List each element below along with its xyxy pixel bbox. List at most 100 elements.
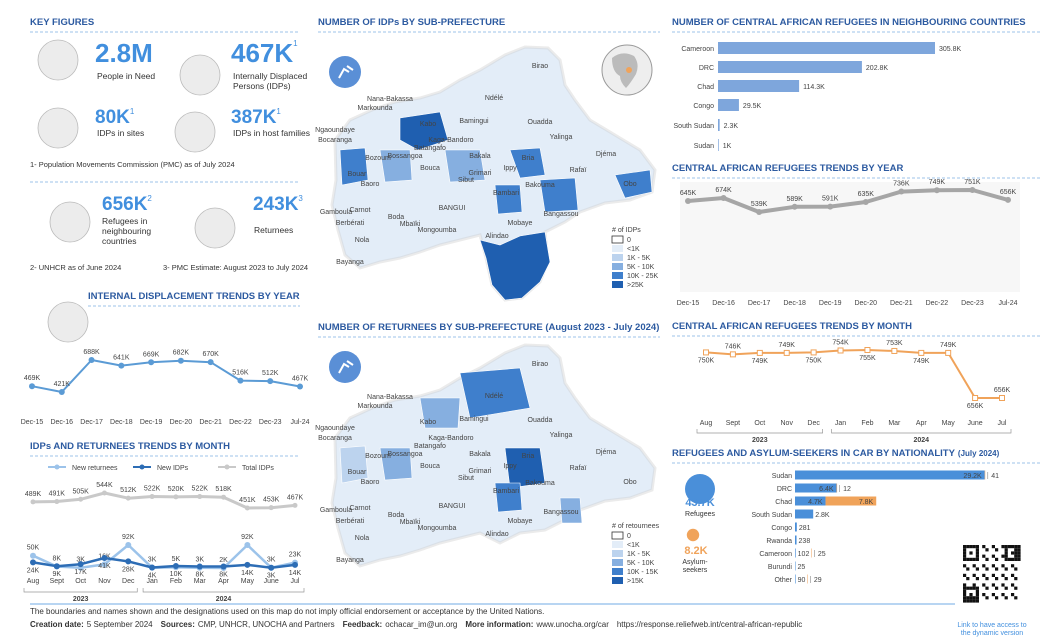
legend-swatch-dot: [139, 464, 145, 470]
data-label: 5K: [172, 556, 181, 563]
qr-cell: [1001, 573, 1005, 577]
data-label: 736K: [893, 181, 910, 188]
data-label: 750K: [698, 357, 715, 364]
series-line: [687, 188, 1009, 214]
qr-caption[interactable]: Link to have access to the dynamic versi…: [957, 622, 1027, 638]
bar-segment: [795, 509, 814, 519]
place-label: Mobaye: [508, 220, 533, 227]
x-tick-label: Apr: [916, 420, 928, 427]
qr-cell: [1011, 573, 1015, 577]
qr-cell: [966, 586, 970, 590]
qr-cell: [975, 596, 979, 600]
point: [101, 555, 108, 562]
legend-label: Total IDPs: [242, 465, 274, 472]
data-label: 520K: [168, 486, 185, 493]
qr-cell: [975, 557, 979, 561]
place-label: Rafaï: [570, 167, 587, 174]
legend-title: # of retournees: [612, 523, 660, 530]
point: [173, 494, 179, 500]
neighbours: [330, 45, 657, 302]
group-label: 2023: [752, 437, 768, 444]
footnote: 2- UNHCR as of June 2024: [30, 263, 122, 272]
point: [268, 505, 274, 511]
qr-cell: [1017, 545, 1021, 549]
place-label: Alindao: [485, 233, 508, 240]
point: [148, 359, 155, 366]
disclaimer: The boundaries and names shown and the d…: [30, 607, 545, 616]
total-value: 43.7K: [685, 497, 715, 509]
qr-cell: [966, 577, 970, 581]
total-value: 8.2K: [684, 545, 708, 557]
point: [827, 203, 834, 210]
place-label: Mongoumba: [418, 227, 457, 234]
legend-label: >25K: [627, 282, 644, 289]
legend-swatch: [612, 559, 623, 566]
point: [77, 561, 84, 568]
qr-cell: [1014, 596, 1018, 600]
link[interactable]: https://response.reliefweb.int/central-a…: [616, 620, 803, 629]
x-tick-label: Sept: [50, 578, 64, 585]
place-label: Bamingui: [459, 118, 489, 125]
place-label: Alindao: [485, 531, 508, 538]
qr-cell: [1017, 551, 1021, 555]
credits: Creation date: 5 September 2024 Sources: CM…: [30, 620, 802, 629]
place-label: Kabo: [420, 121, 436, 128]
legend-swatch: [612, 254, 623, 261]
data-label: 90: [798, 577, 806, 584]
x-tick-label: Jul-24: [290, 419, 309, 426]
subtitle: (July 2024): [957, 449, 1000, 458]
data-label: 749K: [940, 342, 957, 349]
x-tick-label: Aug: [700, 420, 713, 427]
qr-cell: [1014, 557, 1018, 561]
x-tick-label: Jan: [835, 420, 846, 427]
qr-cell: [991, 554, 995, 558]
footnote-ref: 1: [129, 107, 135, 116]
point: [149, 494, 155, 500]
place-label: Mbaïki: [400, 221, 421, 228]
qr-cell: [991, 573, 995, 577]
sub-prefecture: [339, 445, 369, 484]
point: [172, 562, 179, 569]
bar-segment: [795, 548, 796, 558]
x-tick-label: Feb: [170, 578, 182, 585]
data-label: 505K: [72, 488, 89, 495]
place-label: Ouadda: [528, 119, 553, 126]
series-line: [705, 349, 1002, 399]
key-figure-value: 80K1: [95, 107, 135, 128]
x-tick-label: Dec: [122, 578, 135, 585]
data-label: 467K: [287, 494, 304, 501]
legend-swatch: [612, 577, 623, 584]
x-tick-label: Sept: [726, 420, 740, 427]
data-label: 656K: [994, 387, 1011, 394]
bar: [718, 80, 800, 92]
place-label: Bangassou: [543, 509, 578, 516]
bar-segment: [825, 496, 877, 506]
icon: [47, 301, 89, 343]
place-label: Bakouma: [525, 480, 555, 487]
place-label: Mobaye: [508, 518, 533, 525]
point: [78, 496, 84, 502]
legend-swatch: [612, 281, 623, 288]
data-label: 453K: [263, 497, 280, 504]
data-label: 749K: [752, 358, 769, 365]
data-label: 92K: [241, 534, 254, 541]
data-label: 539K: [751, 201, 768, 208]
place-label: Markounda: [357, 105, 392, 112]
footnote-ref: 3: [298, 194, 303, 203]
bar-segment: [795, 496, 826, 506]
section-heading: NUMBER OF CENTRAL AFRICAN REFUGEES IN NE…: [672, 17, 1026, 28]
qr-cell: [1001, 583, 1005, 587]
data-label: 751K: [964, 179, 981, 186]
bar-segment: [795, 483, 837, 493]
legend-swatch: [611, 235, 624, 244]
x-tick-label: June: [264, 578, 279, 585]
data-label: 3K: [195, 557, 204, 564]
place-label: Bakala: [469, 451, 491, 458]
qr-cell: [1004, 586, 1008, 590]
legend-label: 0: [627, 237, 631, 244]
x-tick-label: Dec-21: [199, 419, 222, 426]
qr-cell: [995, 586, 999, 590]
data-label: 674K: [715, 187, 732, 194]
place-label: Kabo: [420, 419, 436, 426]
data-label: 25: [798, 564, 806, 571]
